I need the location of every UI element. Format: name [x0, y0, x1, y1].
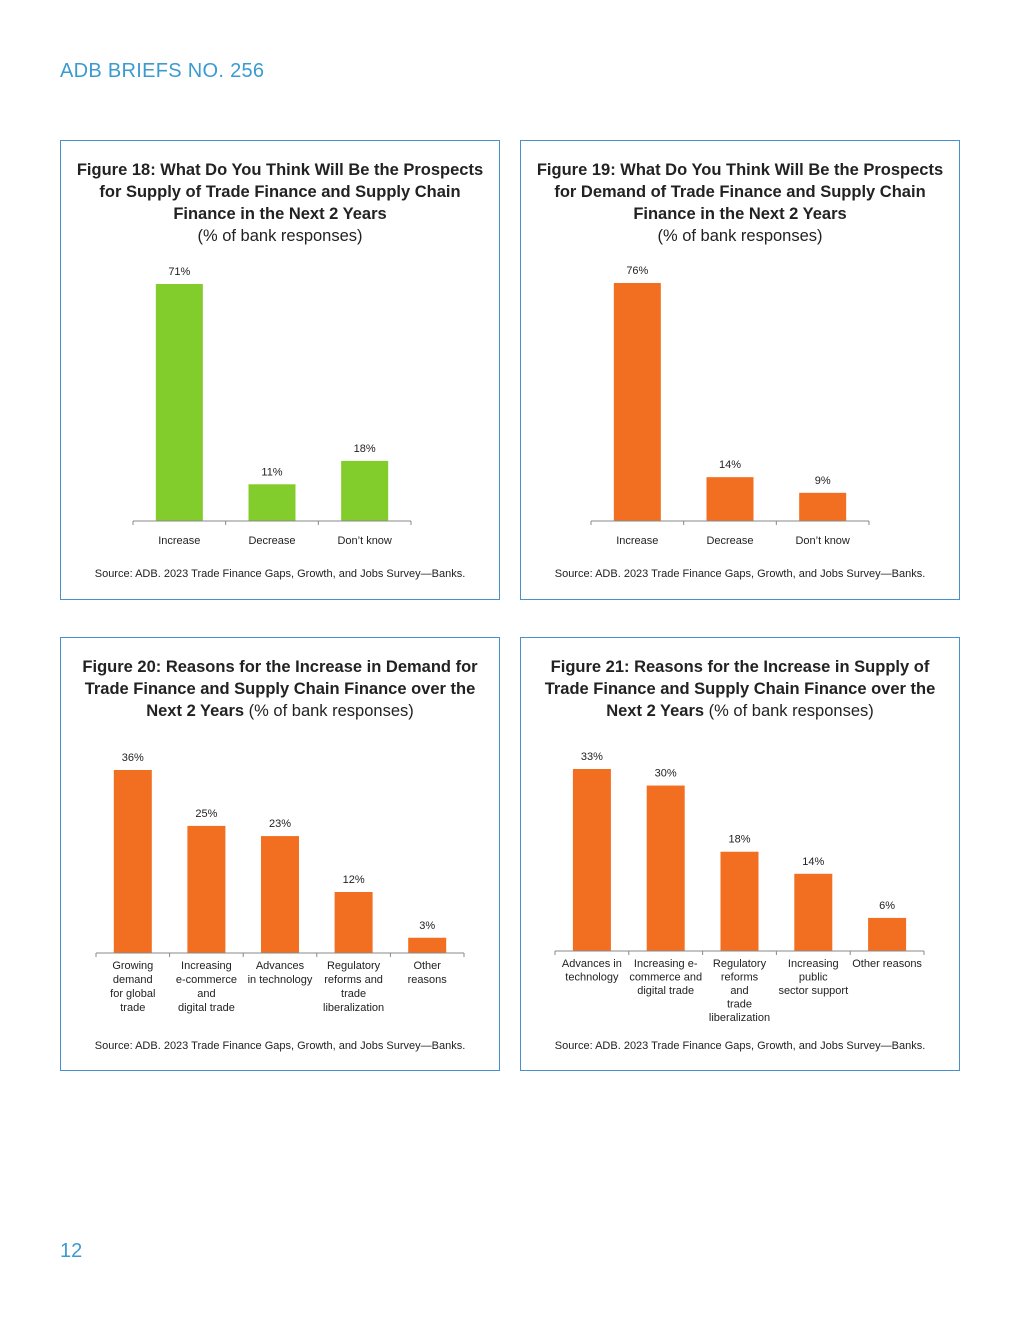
category-label: Don’t know — [795, 535, 849, 547]
bar — [187, 825, 226, 953]
figure-title: Figure 21: Reasons for the Increase in S… — [531, 656, 949, 722]
bar — [113, 770, 152, 953]
category-label: Other reasons — [408, 960, 448, 986]
bar — [720, 851, 759, 951]
data-label: 3% — [419, 920, 435, 932]
figure-subtitle: (% of bank responses) — [657, 227, 823, 245]
figure-title: Figure 19: What Do You Think Will Be the… — [531, 159, 949, 247]
figure-subtitle: (% of bank responses) — [248, 702, 414, 720]
bar — [868, 917, 907, 951]
data-label: 9% — [815, 475, 831, 487]
figure-21-panel: Figure 21: Reasons for the Increase in S… — [520, 637, 960, 1071]
data-label: 23% — [269, 818, 291, 830]
data-label: 36% — [122, 752, 144, 764]
category-label: Decrease — [248, 535, 295, 547]
data-label: 12% — [343, 874, 365, 886]
figure-source: Source: ADB. 2023 Trade Finance Gaps, Gr… — [94, 1040, 466, 1052]
category-label: Increasing e-commerce and digital trade — [176, 960, 237, 1014]
data-label: 71% — [168, 266, 190, 278]
category-label: Advances in technology — [248, 960, 313, 986]
figure-20-chart: 36% Growing demand for global trade 25% Increa… — [95, 752, 465, 1014]
data-label: 14% — [802, 856, 824, 868]
data-label: 18% — [728, 834, 750, 846]
category-label: Decrease — [706, 535, 753, 547]
data-label: 18% — [354, 443, 376, 455]
category-label: Increasing public sector support — [778, 958, 848, 997]
bar — [408, 937, 447, 953]
data-label: 33% — [581, 751, 603, 763]
data-label: 14% — [719, 459, 741, 471]
bar — [155, 284, 203, 521]
bar — [248, 484, 296, 521]
category-label: Increasing e-commerce and digital trade — [629, 958, 702, 997]
figure-source: Source: ADB. 2023 Trade Finance Gaps, Gr… — [554, 568, 926, 580]
figure-subtitle: (% of bank responses) — [197, 227, 363, 245]
category-label: Regulatory reforms and trade liberalization — [323, 960, 384, 1014]
bar — [572, 769, 611, 951]
bar — [334, 892, 373, 953]
figure-source: Source: ADB. 2023 Trade Finance Gaps, Gr… — [94, 568, 466, 580]
figure-source: Source: ADB. 2023 Trade Finance Gaps, Gr… — [554, 1040, 926, 1052]
category-label: Other reasons — [852, 958, 922, 970]
figure-title-text: Figure 20: Reasons for the Increase in D… — [82, 658, 478, 720]
data-label: 25% — [195, 808, 217, 820]
figure-title-text: Figure 18: What Do You Think Will Be the… — [76, 161, 484, 223]
category-label: Don’t know — [337, 535, 391, 547]
category-label: Increase — [158, 535, 200, 547]
category-label: Increase — [616, 535, 658, 547]
figure-18-chart: 71% Increase 11% Decrease 18% Don’t know — [132, 266, 412, 547]
bar — [646, 785, 685, 951]
bar — [261, 836, 299, 953]
bar — [613, 283, 661, 521]
category-label: Regulatory reforms and trade liberalization — [709, 958, 770, 1024]
data-label: 76% — [626, 265, 648, 277]
data-label: 6% — [879, 900, 895, 912]
category-label: Growing demand for global trade — [110, 960, 155, 1014]
bar — [706, 477, 754, 521]
bar — [794, 873, 833, 951]
report-header: ADB BRIEFS NO. 256 — [60, 60, 265, 82]
figure-title: Figure 18: What Do You Think Will Be the… — [71, 159, 489, 247]
figure-title-text: Figure 19: What Do You Think Will Be the… — [536, 161, 944, 223]
figure-21-chart: 33% Advances in technology 30% Increasing e-… — [554, 751, 925, 1024]
figure-subtitle: (% of bank responses) — [708, 702, 874, 720]
figure-19-panel: Figure 19: What Do You Think Will Be the… — [520, 140, 960, 600]
figure-title: Figure 20: Reasons for the Increase in D… — [71, 656, 489, 722]
figure-title-text: Figure 21: Reasons for the Increase in S… — [544, 658, 936, 720]
bar — [341, 460, 389, 521]
page-number: 12 — [60, 1240, 83, 1262]
category-label: Advances in technology — [562, 958, 622, 984]
data-label: 30% — [655, 768, 677, 780]
data-label: 11% — [261, 466, 282, 478]
bar — [799, 492, 847, 521]
figure-19-chart: 76% Increase 14% Decrease 9% Don’t know — [590, 265, 870, 547]
figure-18-panel: Figure 18: What Do You Think Will Be the… — [60, 140, 500, 600]
figure-20-panel: Figure 20: Reasons for the Increase in D… — [60, 637, 500, 1071]
